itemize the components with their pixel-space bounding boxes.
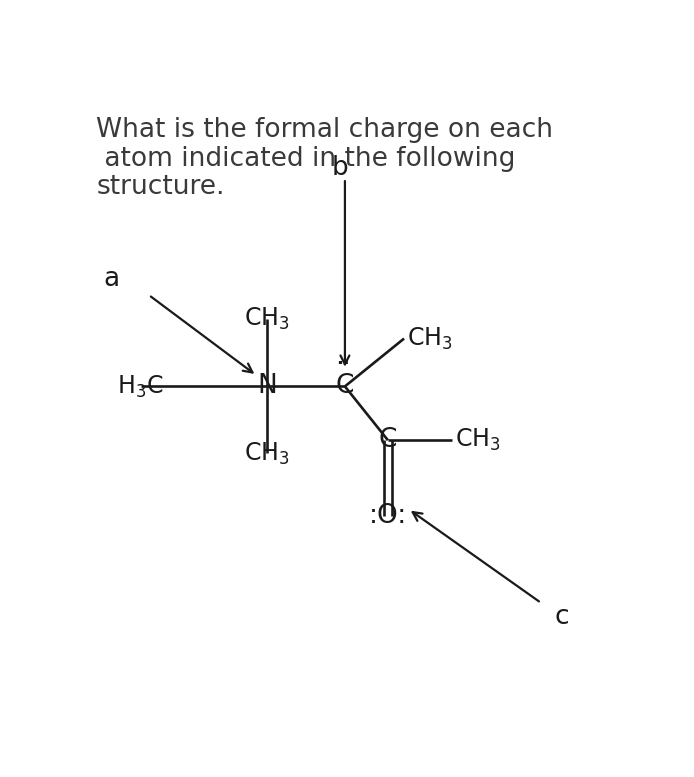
Text: $\mathregular{H_3C}$: $\mathregular{H_3C}$ [117, 373, 164, 399]
Text: $\mathregular{CH_3}$: $\mathregular{CH_3}$ [244, 306, 290, 333]
Text: a: a [103, 266, 119, 291]
Text: What is the formal charge on each: What is the formal charge on each [96, 117, 553, 143]
Text: $\mathregular{CH_3}$: $\mathregular{CH_3}$ [407, 326, 452, 352]
Text: atom indicated in the following: atom indicated in the following [96, 146, 516, 172]
Text: C: C [379, 427, 397, 453]
Text: c: c [555, 604, 569, 629]
Text: $\mathregular{CH_3}$: $\mathregular{CH_3}$ [455, 427, 501, 453]
Text: C: C [336, 374, 354, 399]
Text: :O:: :O: [369, 503, 407, 529]
Text: b: b [332, 155, 348, 181]
Text: $\mathregular{CH_3}$: $\mathregular{CH_3}$ [244, 441, 290, 466]
Text: structure.: structure. [96, 174, 225, 200]
Text: ··: ·· [337, 354, 350, 373]
Text: N: N [257, 374, 277, 399]
